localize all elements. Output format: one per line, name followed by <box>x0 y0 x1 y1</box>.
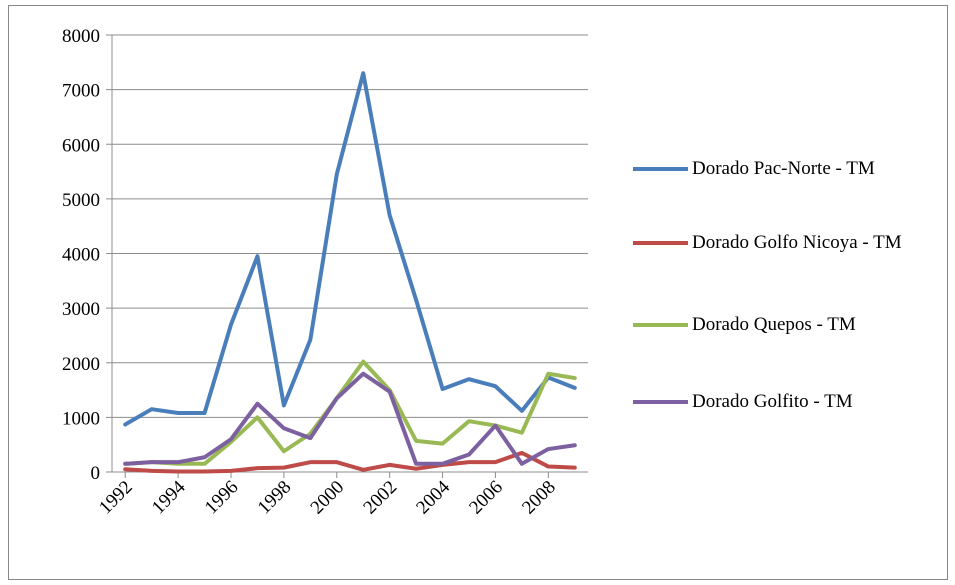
x-tick-label: 2006 <box>465 477 507 519</box>
x-tick-label: 2002 <box>359 477 401 519</box>
legend-label: Dorado Pac-Norte - TM <box>692 158 875 179</box>
x-tick-label: 1996 <box>201 477 243 519</box>
frame <box>8 5 948 580</box>
x-tick-label: 2004 <box>412 476 454 518</box>
y-tick-label: 4000 <box>62 245 100 266</box>
y-tick-label: 7000 <box>62 81 100 102</box>
series-line <box>123 371 577 466</box>
legend-label: Dorado Golfito - TM <box>692 391 853 412</box>
legend-label: Dorado Golfo Nicoya - TM <box>692 232 902 253</box>
series-line <box>123 450 577 474</box>
x-tick-label: 2008 <box>518 477 560 519</box>
legend-label: Dorado Quepos - TM <box>692 314 856 335</box>
series-line <box>123 359 577 466</box>
y-tick-label: 8000 <box>62 26 100 47</box>
x-tick-label: 1992 <box>95 477 137 519</box>
x-tick-label: 1998 <box>254 477 296 519</box>
y-tick-label: 2000 <box>62 354 100 375</box>
y-tick-label: 1000 <box>62 408 100 429</box>
x-tick-label: 1994 <box>148 476 190 518</box>
y-tick-label: 3000 <box>62 299 100 320</box>
series-line <box>123 71 577 427</box>
y-tick-label: 6000 <box>62 135 100 156</box>
y-tick-label: 5000 <box>62 190 100 211</box>
y-tick-label: 0 <box>91 463 101 484</box>
x-tick-label: 2000 <box>307 477 349 519</box>
